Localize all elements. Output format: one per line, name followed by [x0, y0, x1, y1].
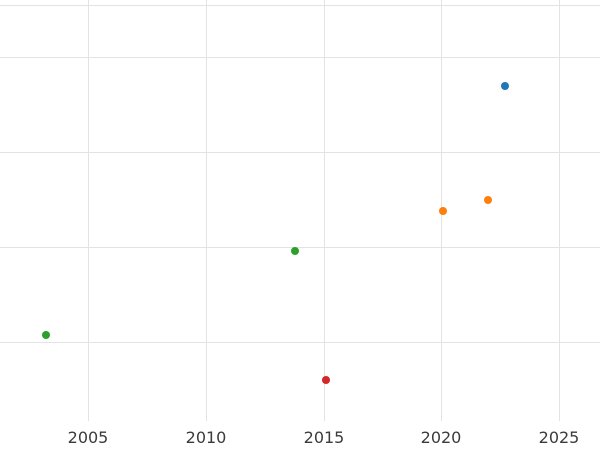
gridline-horizontal: [0, 152, 600, 153]
x-tick-label: 2025: [538, 428, 580, 447]
data-point-series-red: [322, 376, 330, 384]
data-point-series-orange: [439, 207, 447, 215]
gridline-vertical: [559, 0, 560, 421]
gridline-vertical: [324, 0, 325, 421]
gridline-horizontal: [0, 342, 600, 343]
x-tick-label: 2005: [67, 428, 109, 447]
gridline-vertical: [88, 0, 89, 421]
x-tick-label: 2010: [185, 428, 227, 447]
data-point-series-blue: [501, 82, 509, 90]
data-point-series-orange: [484, 196, 492, 204]
gridline-horizontal: [0, 5, 600, 6]
data-point-series-green: [291, 247, 299, 255]
gridline-horizontal: [0, 247, 600, 248]
data-point-series-green: [42, 331, 50, 339]
gridline-horizontal: [0, 57, 600, 58]
plot-area: [0, 0, 600, 421]
x-tick-label: 2015: [303, 428, 345, 447]
gridline-vertical: [206, 0, 207, 421]
x-tick-label: 2020: [420, 428, 462, 447]
